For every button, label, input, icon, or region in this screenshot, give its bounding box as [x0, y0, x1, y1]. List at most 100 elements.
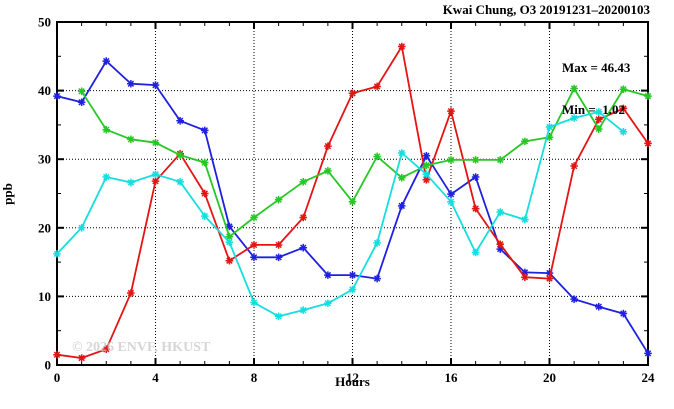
- marker-day-3-green-h14: [397, 173, 406, 182]
- marker-day-2-red-h24: [644, 139, 652, 148]
- x-tick-label-24: 24: [642, 370, 656, 385]
- marker-day-4-cyan-h22: [594, 108, 603, 116]
- marker-day-3-green-h18: [496, 156, 505, 164]
- x-tick-label-8: 8: [251, 370, 258, 385]
- marker-day-1-blue-h2: [102, 57, 111, 65]
- marker-day-4-cyan-h2: [102, 173, 111, 181]
- marker-day-4-cyan-h16: [447, 197, 455, 206]
- marker-day-1-blue-h13: [373, 274, 381, 283]
- marker-day-4-cyan-h15: [422, 170, 431, 179]
- marker-day-1-blue-h17: [471, 173, 480, 181]
- marker-day-1-blue-h23: [619, 309, 628, 318]
- marker-day-4-cyan-h11: [324, 299, 332, 308]
- marker-day-1-blue-h8: [250, 253, 258, 262]
- marker-day-4-cyan-h19: [521, 215, 529, 224]
- marker-day-3-green-h20: [545, 133, 554, 142]
- y-axis-label: ppb: [0, 183, 15, 205]
- marker-day-1-blue-h0: [53, 92, 61, 100]
- x-tick-label-20: 20: [543, 370, 556, 385]
- marker-day-2-red-h9: [274, 241, 283, 249]
- min-value-label: Min = 1.02: [562, 102, 626, 117]
- marker-day-2-red-h6: [200, 189, 209, 198]
- marker-day-2-red-h23: [619, 104, 628, 113]
- marker-day-3-green-h2: [102, 125, 111, 134]
- marker-day-1-blue-h16: [447, 190, 455, 198]
- marker-day-3-green-h3: [127, 135, 135, 144]
- x-axis-label: Hours: [335, 374, 370, 389]
- marker-day-3-green-h5: [176, 151, 184, 159]
- marker-day-1-blue-h21: [570, 295, 578, 303]
- marker-day-2-red-h20: [545, 274, 554, 283]
- marker-day-3-green-h15: [422, 161, 431, 170]
- marker-day-2-red-h11: [324, 142, 332, 150]
- marker-day-4-cyan-h13: [373, 239, 381, 247]
- marker-day-1-blue-h12: [348, 271, 357, 279]
- marker-day-4-cyan-h5: [176, 178, 184, 186]
- marker-day-1-blue-h19: [521, 268, 529, 277]
- marker-day-2-red-h8: [250, 241, 258, 249]
- marker-day-3-green-h17: [471, 156, 480, 164]
- marker-day-3-green-h13: [373, 152, 381, 161]
- marker-day-3-green-h1: [77, 87, 86, 96]
- x-tick-label-4: 4: [152, 370, 159, 385]
- marker-day-2-red-h4: [151, 177, 160, 185]
- y-tick-label-50: 50: [38, 15, 51, 30]
- marker-day-4-cyan-h3: [127, 178, 135, 187]
- marker-day-2-red-h2: [102, 345, 111, 354]
- marker-day-2-red-h3: [127, 289, 135, 297]
- marker-day-3-green-h16: [447, 156, 455, 164]
- marker-day-3-green-h7: [225, 232, 234, 241]
- marker-day-4-cyan-h4: [151, 170, 160, 179]
- marker-day-2-red-h10: [299, 213, 308, 222]
- y-tick-label-0: 0: [45, 358, 52, 373]
- x-tick-label-12: 12: [346, 370, 359, 385]
- watermark: © 2026 ENVF, HKUST: [72, 340, 211, 355]
- marker-day-2-red-h18: [496, 240, 505, 249]
- max-value-label: Max = 46.43: [562, 60, 631, 75]
- y-tick-label-20: 20: [38, 220, 51, 235]
- marker-day-1-blue-h20: [545, 269, 554, 277]
- marker-day-1-blue-h18: [496, 245, 505, 253]
- marker-day-4-cyan-h17: [471, 248, 480, 257]
- x-tick-label-0: 0: [54, 370, 61, 385]
- marker-day-1-blue-h3: [127, 79, 135, 88]
- marker-day-4-cyan-h12: [348, 285, 357, 294]
- marker-day-1-blue-h1: [77, 98, 86, 107]
- marker-day-3-green-h21: [570, 84, 578, 93]
- x-tick-label-16: 16: [445, 370, 459, 385]
- marker-day-2-red-h22: [594, 115, 603, 124]
- marker-day-2-red-h19: [521, 273, 529, 281]
- y-tick-label-40: 40: [38, 83, 51, 98]
- series-line-day-3-green: [80, 87, 649, 238]
- marker-day-2-red-h12: [348, 89, 357, 98]
- marker-day-1-blue-h5: [176, 116, 184, 125]
- marker-day-3-green-h6: [200, 158, 209, 167]
- marker-day-4-cyan-h10: [299, 306, 308, 314]
- marker-day-1-blue-h9: [274, 253, 283, 262]
- marker-day-1-blue-h14: [397, 202, 406, 210]
- marker-day-4-cyan-h14: [397, 149, 406, 157]
- marker-day-1-blue-h11: [324, 271, 332, 279]
- marker-day-4-cyan-h18: [496, 208, 505, 216]
- marker-day-4-cyan-h23: [619, 127, 628, 136]
- marker-day-4-cyan-h20: [545, 123, 554, 131]
- marker-day-1-blue-h15: [422, 151, 431, 160]
- marker-day-4-cyan-h21: [570, 114, 578, 122]
- series-line-day-4-cyan: [56, 111, 624, 318]
- marker-day-1-blue-h7: [225, 222, 234, 231]
- marker-day-1-blue-h10: [299, 243, 308, 252]
- marker-day-2-red-h15: [422, 175, 431, 184]
- y-tick-label-30: 30: [38, 152, 51, 167]
- marker-day-4-cyan-h9: [274, 312, 283, 321]
- marker-day-2-red-h0: [53, 350, 61, 359]
- marker-day-2-red-h7: [225, 256, 234, 265]
- marker-day-4-cyan-h8: [250, 298, 258, 307]
- marker-day-1-blue-h4: [151, 81, 160, 89]
- marker-day-2-red-h14: [397, 42, 406, 51]
- marker-day-2-red-h21: [570, 162, 578, 170]
- y-tick-label-10: 10: [38, 289, 51, 304]
- marker-day-1-blue-h24: [644, 349, 652, 358]
- marker-day-4-cyan-h1: [77, 224, 86, 232]
